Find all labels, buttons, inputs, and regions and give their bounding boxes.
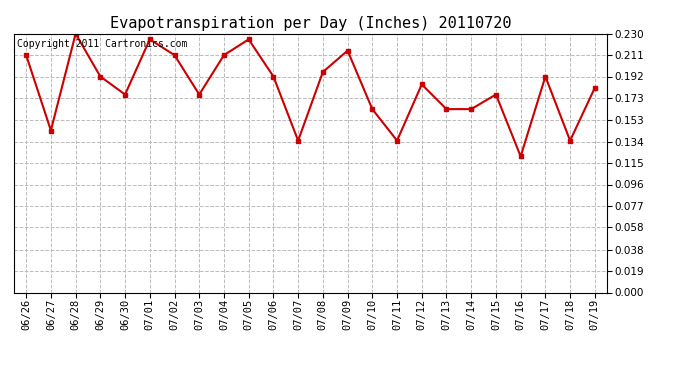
Title: Evapotranspiration per Day (Inches) 20110720: Evapotranspiration per Day (Inches) 2011… — [110, 16, 511, 31]
Text: Copyright 2011 Cartronics.com: Copyright 2011 Cartronics.com — [17, 39, 187, 49]
